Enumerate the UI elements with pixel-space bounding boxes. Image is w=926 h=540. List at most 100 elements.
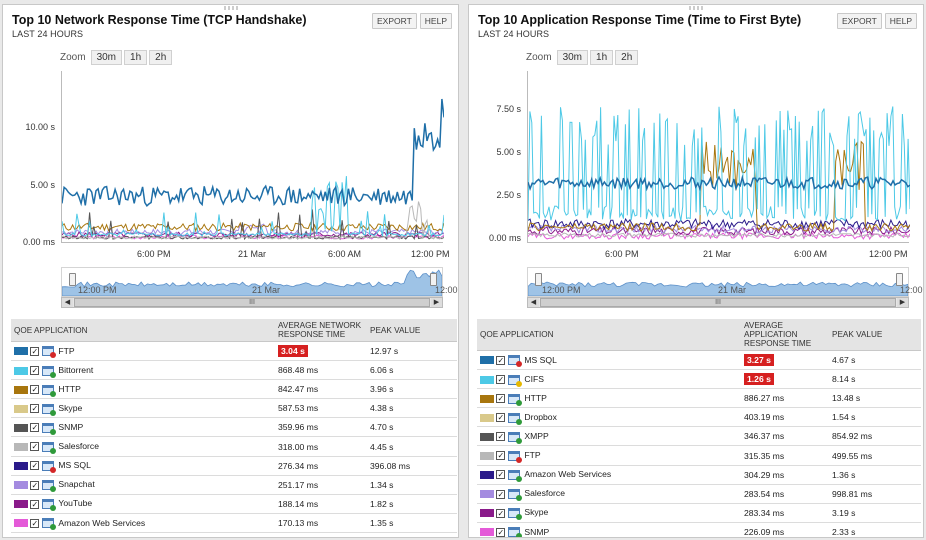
drag-grip-icon[interactable] xyxy=(688,6,704,10)
scroll-right-arrow-icon[interactable]: ▶ xyxy=(431,298,442,307)
series-visibility-checkbox[interactable]: ✓ xyxy=(30,385,40,395)
table-row[interactable]: ✓ MS SQL 3.27 s 4.67 s xyxy=(477,350,921,371)
avg-cell: 283.34 ms xyxy=(741,503,829,523)
peak-value: 2.33 s xyxy=(832,526,856,537)
series-visibility-checkbox[interactable]: ✓ xyxy=(496,413,506,423)
range-start-handle[interactable] xyxy=(69,273,76,286)
scrollbar-thumb[interactable]: III xyxy=(540,298,896,307)
avg-value: 868.48 ms xyxy=(278,365,319,376)
series-visibility-checkbox[interactable]: ✓ xyxy=(30,480,40,490)
app-cell: ✓ Bittorrent xyxy=(11,360,275,381)
status-green-icon xyxy=(516,399,523,406)
column-header: QOE APPLICATION xyxy=(477,319,741,351)
table-row[interactable]: ✓ HTTP 886.27 ms 13.48 s xyxy=(477,388,921,409)
table-row[interactable]: ✓ Bittorrent 868.48 ms 6.06 s xyxy=(11,360,457,381)
series-line xyxy=(527,106,911,223)
peak-value: 4.67 s xyxy=(832,355,856,366)
app-cell: ✓ Skype xyxy=(477,503,741,523)
peak-cell: 12.97 s xyxy=(367,341,457,362)
table-row[interactable]: ✓ XMPP 346.37 ms 854.92 ms xyxy=(477,426,921,447)
chart-scrollbar[interactable]: ◀ III ▶ xyxy=(61,297,443,308)
range-end-handle[interactable] xyxy=(896,273,903,286)
series-visibility-checkbox[interactable]: ✓ xyxy=(30,499,40,509)
series-visibility-checkbox[interactable]: ✓ xyxy=(30,404,40,414)
avg-cell: 886.27 ms xyxy=(741,388,829,409)
range-navigator[interactable]: 12:00 PM 21 Mar 12:00 xyxy=(527,267,923,297)
avg-cell: 1.26 s xyxy=(741,369,829,390)
range-navigator[interactable]: 12:00 PM 21 Mar 12:00 PM xyxy=(61,267,458,297)
app-cell: ✓ Salesforce xyxy=(11,436,275,457)
peak-cell: 4.45 s xyxy=(367,436,457,457)
peak-value: 499.55 ms xyxy=(832,450,873,461)
table-row[interactable]: ✓ Snapchat 251.17 ms 1.34 s xyxy=(11,475,457,495)
series-visibility-checkbox[interactable]: ✓ xyxy=(496,508,506,518)
table-row[interactable]: ✓ SNMP 359.96 ms 4.70 s xyxy=(11,417,457,438)
app-cell: ✓ Skype xyxy=(11,398,275,419)
table-row[interactable]: ✓ CIFS 1.26 s 8.14 s xyxy=(477,369,921,390)
status-green-icon xyxy=(516,514,523,521)
chart-plot-area[interactable] xyxy=(61,71,445,243)
chart-scrollbar[interactable]: ◀ III ▶ xyxy=(527,297,909,308)
zoom-2h-button[interactable]: 2h xyxy=(615,50,639,65)
series-visibility-checkbox[interactable]: ✓ xyxy=(30,423,40,433)
table-row[interactable]: ✓ Dropbox 403.19 ms 1.54 s xyxy=(477,407,921,428)
series-visibility-checkbox[interactable]: ✓ xyxy=(30,461,40,471)
scroll-left-arrow-icon[interactable]: ◀ xyxy=(62,298,73,307)
series-visibility-checkbox[interactable]: ✓ xyxy=(30,518,40,528)
avg-cell: 251.17 ms xyxy=(275,475,367,495)
drag-grip-icon[interactable] xyxy=(222,6,239,10)
application-icon xyxy=(508,489,523,502)
peak-value: 4.45 s xyxy=(370,441,394,452)
series-visibility-checkbox[interactable]: ✓ xyxy=(496,470,506,480)
series-visibility-checkbox[interactable]: ✓ xyxy=(496,394,506,404)
series-color-swatch xyxy=(480,470,494,479)
zoom-1h-button[interactable]: 1h xyxy=(124,50,148,65)
table-row[interactable]: ✓ Skype 283.34 ms 3.19 s xyxy=(477,503,921,523)
zoom-30m-button[interactable]: 30m xyxy=(90,50,123,65)
export-button[interactable]: EXPORT xyxy=(371,13,417,29)
application-icon xyxy=(508,508,523,521)
zoom-2h-button[interactable]: 2h xyxy=(149,50,173,65)
application-icon xyxy=(42,403,57,416)
chart-series-canvas xyxy=(527,106,911,241)
table-row[interactable]: ✓ FTP 3.04 s 12.97 s xyxy=(11,341,457,362)
navigator-tick-label: 21 Mar xyxy=(252,285,281,295)
table-row[interactable]: ✓ HTTP 842.47 ms 3.96 s xyxy=(11,379,457,400)
range-start-handle[interactable] xyxy=(535,273,542,286)
scrollbar-thumb[interactable]: III xyxy=(74,298,430,307)
series-visibility-checkbox[interactable]: ✓ xyxy=(496,375,506,384)
application-response-widget: Top 10 Application Response Time (Time t… xyxy=(468,4,924,538)
series-visibility-checkbox[interactable]: ✓ xyxy=(496,432,506,442)
table-row[interactable]: ✓ Amazon Web Services 170.13 ms 1.35 s xyxy=(11,513,457,533)
help-button[interactable]: HELP xyxy=(419,13,452,29)
scroll-left-arrow-icon[interactable]: ◀ xyxy=(528,298,539,307)
export-button[interactable]: EXPORT xyxy=(836,13,882,29)
range-end-handle[interactable] xyxy=(430,273,437,286)
zoom-1h-button[interactable]: 1h xyxy=(590,50,614,65)
series-visibility-checkbox[interactable]: ✓ xyxy=(496,527,506,537)
table-row[interactable]: ✓ Salesforce 318.00 ms 4.45 s xyxy=(11,436,457,457)
series-visibility-checkbox[interactable]: ✓ xyxy=(496,355,506,365)
table-row[interactable]: ✓ Amazon Web Services 304.29 ms 1.36 s xyxy=(477,465,921,485)
table-row[interactable]: ✓ MS SQL 276.34 ms 396.08 ms xyxy=(11,456,457,476)
scroll-right-arrow-icon[interactable]: ▶ xyxy=(897,298,908,307)
series-visibility-checkbox[interactable]: ✓ xyxy=(496,489,506,499)
table-row[interactable]: ✓ Salesforce 283.54 ms 998.81 ms xyxy=(477,484,921,504)
series-visibility-checkbox[interactable]: ✓ xyxy=(30,442,40,452)
table-row[interactable]: ✓ SNMP 226.09 ms 2.33 s xyxy=(477,522,921,537)
series-visibility-checkbox[interactable]: ✓ xyxy=(30,346,40,356)
series-visibility-checkbox[interactable]: ✓ xyxy=(496,451,506,461)
zoom-30m-button[interactable]: 30m xyxy=(556,50,589,65)
avg-cell: 3.27 s xyxy=(741,350,829,371)
peak-value: 396.08 ms xyxy=(370,460,411,471)
chart-plot-area[interactable] xyxy=(527,71,911,243)
series-visibility-checkbox[interactable]: ✓ xyxy=(30,366,40,375)
avg-cell: 318.00 ms xyxy=(275,436,367,457)
help-button[interactable]: HELP xyxy=(884,13,917,29)
table-row[interactable]: ✓ YouTube 188.14 ms 1.82 s xyxy=(11,494,457,514)
avg-value: 188.14 ms xyxy=(278,498,319,509)
table-row[interactable]: ✓ FTP 315.35 ms 499.55 ms xyxy=(477,445,921,466)
table-row[interactable]: ✓ Skype 587.53 ms 4.38 s xyxy=(11,398,457,419)
navigator-tick-label: 12:00 PM xyxy=(435,285,458,295)
series-color-swatch xyxy=(14,366,28,375)
